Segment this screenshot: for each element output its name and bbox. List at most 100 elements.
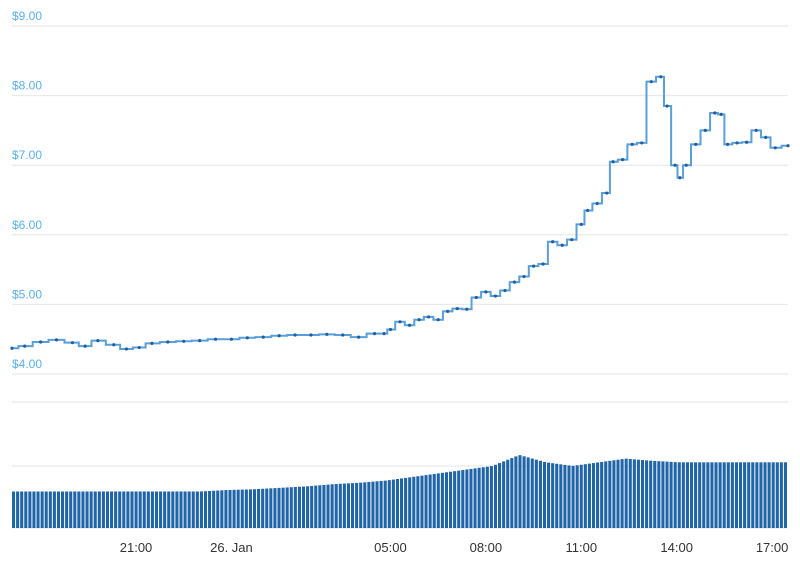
volume-bar (350, 483, 355, 528)
volume-bar (122, 491, 126, 528)
volume-bar (334, 484, 338, 528)
volume-bar (224, 490, 228, 528)
volume-bar (424, 475, 428, 528)
volume-bar (420, 475, 424, 528)
volume-bar (493, 464, 498, 528)
volume-bar (473, 468, 477, 528)
volume-bar (24, 491, 28, 528)
price-point (137, 345, 141, 350)
volume-bar (342, 483, 346, 528)
volume-bar (510, 458, 514, 528)
price-point (39, 340, 43, 344)
volume-bar (338, 483, 342, 528)
volume-bar (314, 485, 318, 528)
volume-bar (285, 487, 289, 528)
volume-bar (759, 462, 763, 528)
price-point (474, 295, 478, 300)
volume-bar (261, 488, 265, 528)
price-point (198, 338, 202, 343)
volume-bar (542, 461, 547, 528)
volume-bar (52, 491, 56, 528)
volume-bar (559, 464, 563, 528)
price-point (388, 327, 393, 332)
volume-bar (779, 462, 783, 528)
volume-bar (187, 491, 191, 528)
volume-bar (322, 484, 326, 528)
volume-bar (444, 472, 449, 528)
volume-bar (498, 463, 502, 528)
volume-bar (289, 487, 293, 528)
volume-bar (628, 459, 632, 528)
volume-bar (203, 491, 208, 528)
volume-bar (485, 466, 489, 528)
volume-bar (587, 463, 591, 528)
volume-bar (69, 491, 73, 528)
x-axis-labels: 21:00 26. Jan 05:00 08:00 11:00 14:00 17:00 (120, 540, 789, 555)
volume-bar (706, 462, 710, 528)
volume-bar (400, 478, 404, 528)
volume-bar (40, 491, 44, 528)
volume-bar (81, 491, 85, 528)
volume-bar (408, 477, 412, 528)
price-point (586, 208, 590, 213)
price-point (786, 144, 790, 148)
price-point (96, 338, 100, 343)
price-point (773, 146, 777, 150)
volume-bar (44, 491, 48, 528)
price-point (10, 346, 14, 350)
volume-bar (371, 481, 375, 528)
volume-bar (624, 458, 628, 528)
volume-bar (518, 455, 522, 528)
price-point (694, 142, 698, 146)
volume-bar (404, 477, 408, 528)
volume-bar (85, 491, 89, 528)
price-point (503, 288, 507, 293)
volume-bar (306, 486, 310, 528)
price-point (417, 318, 421, 322)
volume-bar (734, 462, 738, 528)
volume-bar (636, 459, 640, 528)
volume-bar (563, 464, 567, 528)
price-point (112, 343, 116, 347)
volume-bar (293, 486, 297, 528)
volume-bar (763, 462, 767, 528)
volume-bar (301, 486, 306, 528)
volume-bar (616, 459, 620, 528)
price-point (678, 176, 682, 180)
volume-bar (567, 465, 571, 528)
volume-bar (363, 482, 367, 528)
y-tick-label: $4.00 (12, 357, 42, 371)
volume-bar (526, 457, 530, 528)
price-point (764, 135, 768, 139)
volume-bar (608, 460, 612, 528)
x-tick-label: 17:00 (756, 540, 789, 555)
price-point (455, 306, 459, 311)
volume-bar (191, 491, 195, 528)
volume-bar (698, 462, 702, 528)
price-point (611, 160, 615, 164)
volume-bar (600, 461, 604, 528)
volume-bar (755, 462, 759, 528)
price-point (293, 333, 297, 337)
volume-bar (150, 491, 154, 528)
volume-bar (20, 491, 24, 528)
volume-bar (367, 481, 371, 528)
price-point (23, 344, 27, 348)
volume-bar (146, 491, 150, 528)
volume-bar (232, 489, 236, 528)
volume-bar (28, 491, 32, 528)
grid-lines (12, 25, 788, 529)
volume-bar (154, 491, 159, 528)
volume-bar (391, 479, 395, 528)
volume-bar (591, 463, 596, 528)
volume-bar (555, 463, 559, 528)
price-point (659, 75, 663, 79)
price-point (579, 222, 583, 226)
price-point (309, 333, 313, 337)
volume-bar (118, 491, 122, 528)
price-point (570, 238, 574, 242)
volume-bar (481, 467, 485, 528)
volume-bar (694, 462, 698, 528)
volume-bar (48, 491, 52, 528)
